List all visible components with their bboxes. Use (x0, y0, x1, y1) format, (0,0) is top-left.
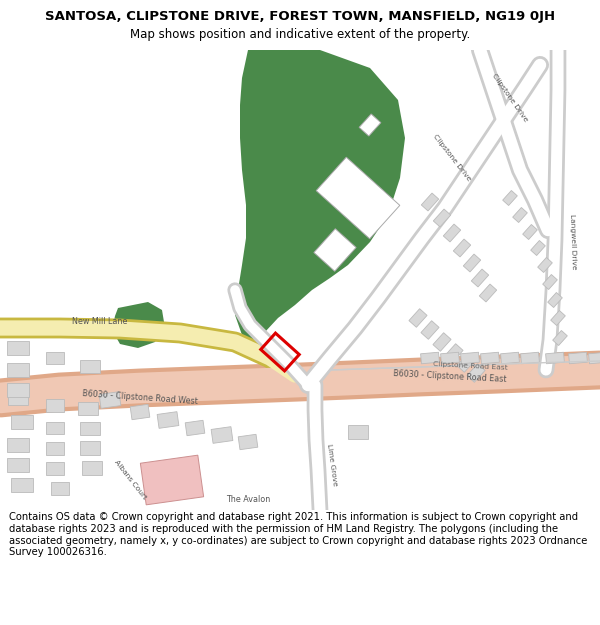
Polygon shape (421, 352, 439, 364)
Polygon shape (112, 302, 165, 348)
Polygon shape (80, 359, 100, 372)
Polygon shape (238, 434, 258, 450)
Polygon shape (454, 239, 470, 257)
Polygon shape (530, 241, 545, 256)
Text: Langwell Drive: Langwell Drive (569, 214, 577, 270)
Polygon shape (551, 311, 565, 326)
Polygon shape (461, 352, 479, 364)
Polygon shape (7, 341, 29, 355)
Polygon shape (467, 364, 485, 382)
Text: Map shows position and indicative extent of the property.: Map shows position and indicative extent… (130, 28, 470, 41)
Polygon shape (421, 321, 439, 339)
Polygon shape (433, 332, 451, 351)
Polygon shape (46, 422, 64, 434)
Polygon shape (479, 284, 497, 302)
Polygon shape (421, 193, 439, 211)
Polygon shape (500, 352, 520, 364)
Polygon shape (538, 258, 553, 272)
Polygon shape (46, 399, 64, 411)
Polygon shape (569, 352, 587, 364)
Text: New Mill Lane: New Mill Lane (73, 318, 128, 326)
Text: Clipstone Drive: Clipstone Drive (432, 134, 472, 182)
Polygon shape (542, 274, 557, 289)
Polygon shape (443, 224, 461, 242)
Text: The Avalon: The Avalon (226, 496, 270, 504)
Polygon shape (463, 254, 481, 272)
Polygon shape (140, 455, 203, 505)
Polygon shape (359, 114, 381, 136)
Polygon shape (51, 481, 69, 494)
Polygon shape (8, 391, 28, 404)
Polygon shape (11, 478, 33, 492)
Polygon shape (46, 441, 64, 454)
Polygon shape (472, 269, 488, 287)
Polygon shape (521, 352, 539, 364)
Polygon shape (157, 412, 179, 428)
Polygon shape (80, 421, 100, 434)
Text: Clipstone Road East: Clipstone Road East (433, 361, 508, 371)
Polygon shape (7, 458, 29, 472)
Polygon shape (211, 427, 233, 443)
Polygon shape (445, 344, 463, 362)
Polygon shape (457, 354, 475, 372)
Polygon shape (46, 352, 64, 364)
Text: Albans Court: Albans Court (113, 459, 147, 501)
Polygon shape (523, 224, 538, 239)
Polygon shape (7, 363, 29, 377)
Polygon shape (316, 158, 400, 239)
Polygon shape (7, 438, 29, 452)
Polygon shape (130, 404, 150, 420)
Polygon shape (80, 441, 100, 455)
Polygon shape (7, 383, 29, 397)
Text: B6030 - Clipstone Road East: B6030 - Clipstone Road East (393, 369, 507, 384)
Polygon shape (11, 415, 33, 429)
Polygon shape (440, 352, 460, 364)
Polygon shape (589, 352, 600, 364)
Text: B6030 - Clipstone Road West: B6030 - Clipstone Road West (82, 389, 198, 406)
Polygon shape (235, 50, 405, 345)
Polygon shape (348, 425, 368, 439)
Polygon shape (46, 461, 64, 474)
Polygon shape (433, 209, 451, 227)
Text: SANTOSA, CLIPSTONE DRIVE, FOREST TOWN, MANSFIELD, NG19 0JH: SANTOSA, CLIPSTONE DRIVE, FOREST TOWN, M… (45, 10, 555, 23)
Polygon shape (512, 208, 527, 222)
Polygon shape (78, 401, 98, 414)
Polygon shape (409, 309, 427, 328)
Polygon shape (185, 420, 205, 436)
Polygon shape (553, 331, 568, 346)
Text: Clipstone Drive: Clipstone Drive (491, 73, 529, 123)
Polygon shape (99, 392, 121, 408)
Polygon shape (82, 461, 102, 475)
Polygon shape (503, 191, 517, 206)
Polygon shape (481, 352, 499, 364)
Polygon shape (548, 292, 562, 308)
Text: Contains OS data © Crown copyright and database right 2021. This information is : Contains OS data © Crown copyright and d… (9, 512, 587, 557)
Polygon shape (545, 352, 565, 364)
Polygon shape (314, 229, 356, 271)
Text: Lime Grove: Lime Grove (326, 443, 338, 487)
